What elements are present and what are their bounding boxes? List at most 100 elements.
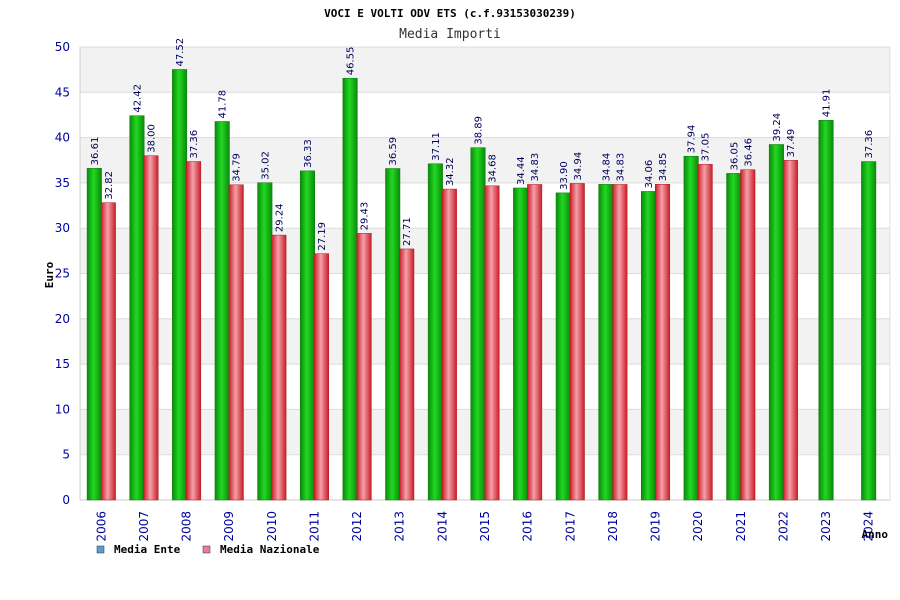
bar-media-nazionale xyxy=(655,184,671,501)
bar-media-nazionale xyxy=(782,160,798,501)
legend-label-media-nazionale: Media Nazionale xyxy=(220,543,320,556)
data-label: 32.82 xyxy=(104,171,115,200)
bar-media-ente xyxy=(641,191,657,501)
legend-swatch-media-nazionale xyxy=(202,545,211,554)
bar-media-nazionale xyxy=(527,184,543,501)
x-tick-label: 2016 xyxy=(521,511,535,542)
bar-media-nazionale xyxy=(313,253,329,501)
x-tick-label: 2018 xyxy=(606,511,620,542)
bar-media-ente xyxy=(385,168,401,501)
bar-media-ente xyxy=(861,161,877,501)
data-label: 37.49 xyxy=(786,129,797,158)
data-label: 34.83 xyxy=(530,153,541,182)
data-label: 37.11 xyxy=(431,132,442,161)
x-tick-label: 2010 xyxy=(265,511,279,542)
bar-media-nazionale xyxy=(143,155,159,501)
data-label: 27.19 xyxy=(317,222,328,251)
bar-media-ente xyxy=(257,182,273,501)
bar-media-nazionale xyxy=(356,233,372,501)
x-tick-label: 2022 xyxy=(776,511,790,542)
bar-media-ente xyxy=(555,192,571,501)
bar-media-nazionale xyxy=(399,248,415,501)
y-tick-label: 30 xyxy=(55,221,70,235)
data-labels: 36.61 42.42 47.52 41.78 35.02 36.33 46.55 36.59… xyxy=(90,38,875,251)
x-tick-label: 2017 xyxy=(563,511,577,542)
x-tick-label: 2023 xyxy=(819,511,833,542)
data-label: 47.52 xyxy=(175,38,186,67)
legend: Media Ente Media Nazionale xyxy=(96,543,320,556)
bar-media-nazionale xyxy=(484,185,500,501)
bar-media-ente xyxy=(172,69,188,501)
x-tick-label: 2013 xyxy=(393,511,407,542)
x-tick-label: 2020 xyxy=(691,511,705,542)
bar-media-ente xyxy=(427,163,443,501)
x-tick-label: 2006 xyxy=(94,511,108,542)
bar-media-ente xyxy=(598,184,614,501)
data-label: 42.42 xyxy=(132,84,143,113)
legend-label-media-ente: Media Ente xyxy=(114,543,181,556)
data-label: 41.78 xyxy=(218,90,229,119)
bar-media-ente xyxy=(683,156,699,501)
x-tick-label: 2011 xyxy=(307,511,321,542)
bar-media-nazionale xyxy=(697,164,713,501)
data-label: 37.36 xyxy=(864,130,875,159)
y-tick-label: 0 xyxy=(62,493,70,507)
data-label: 36.05 xyxy=(729,142,740,171)
data-label: 34.84 xyxy=(601,153,612,182)
y-axis-ticks: 0 5 10 15 20 25 30 35 40 45 50 xyxy=(55,40,70,507)
bar-media-ente xyxy=(86,168,102,501)
chart-subtitle: Media Importi xyxy=(399,27,501,42)
bar-media-ente xyxy=(818,120,834,501)
data-label: 38.89 xyxy=(474,116,485,145)
x-tick-label: 2012 xyxy=(350,511,364,542)
grid-band xyxy=(80,92,890,138)
data-label: 41.91 xyxy=(822,89,833,118)
bar-media-ente xyxy=(726,173,742,501)
data-label: 46.55 xyxy=(346,47,357,76)
bar-media-ente xyxy=(768,144,784,501)
bar-media-nazionale xyxy=(186,161,202,501)
y-tick-label: 40 xyxy=(55,131,70,145)
bar-media-ente xyxy=(214,121,230,501)
data-label: 34.85 xyxy=(658,153,669,182)
data-label: 37.94 xyxy=(687,125,698,154)
bar-media-nazionale xyxy=(612,184,628,501)
data-label: 34.79 xyxy=(232,153,243,182)
y-tick-label: 35 xyxy=(55,176,70,190)
data-label: 34.32 xyxy=(445,157,456,186)
y-tick-label: 10 xyxy=(55,402,70,416)
bar-media-ente xyxy=(470,147,486,501)
bar-media-nazionale xyxy=(271,234,287,501)
x-tick-label: 2019 xyxy=(649,511,663,542)
bar-media-ente xyxy=(513,187,529,501)
y-tick-label: 15 xyxy=(55,357,70,371)
y-tick-label: 5 xyxy=(62,448,70,462)
data-label: 37.05 xyxy=(701,133,712,162)
x-tick-label: 2021 xyxy=(734,511,748,542)
x-tick-label: 2014 xyxy=(435,511,449,542)
data-label: 27.71 xyxy=(402,217,413,246)
bar-media-nazionale xyxy=(228,184,244,501)
data-label: 33.90 xyxy=(559,161,570,190)
x-tick-label: 2015 xyxy=(478,511,492,542)
y-tick-label: 25 xyxy=(55,267,70,281)
bar-media-nazionale xyxy=(441,188,457,501)
data-label: 35.02 xyxy=(260,151,271,180)
data-label: 34.83 xyxy=(615,153,626,182)
data-label: 36.33 xyxy=(303,139,314,168)
bar-media-nazionale xyxy=(740,169,756,501)
bar-media-ente xyxy=(342,78,358,501)
x-axis-ticks: 2006 2007 2008 2009 2010 2011 2012 2013 2014 2015… xyxy=(94,511,875,542)
data-label: 37.36 xyxy=(189,130,200,159)
data-label: 38.00 xyxy=(146,124,157,153)
grid-band xyxy=(80,47,890,93)
y-tick-label: 45 xyxy=(55,85,70,99)
bar-media-ente xyxy=(129,115,145,501)
data-label: 34.44 xyxy=(516,156,527,185)
x-tick-label: 2024 xyxy=(862,511,876,542)
bar-media-ente xyxy=(299,170,315,501)
bars xyxy=(86,69,877,501)
data-label: 29.24 xyxy=(274,203,285,232)
y-axis-title: Euro xyxy=(43,261,56,288)
